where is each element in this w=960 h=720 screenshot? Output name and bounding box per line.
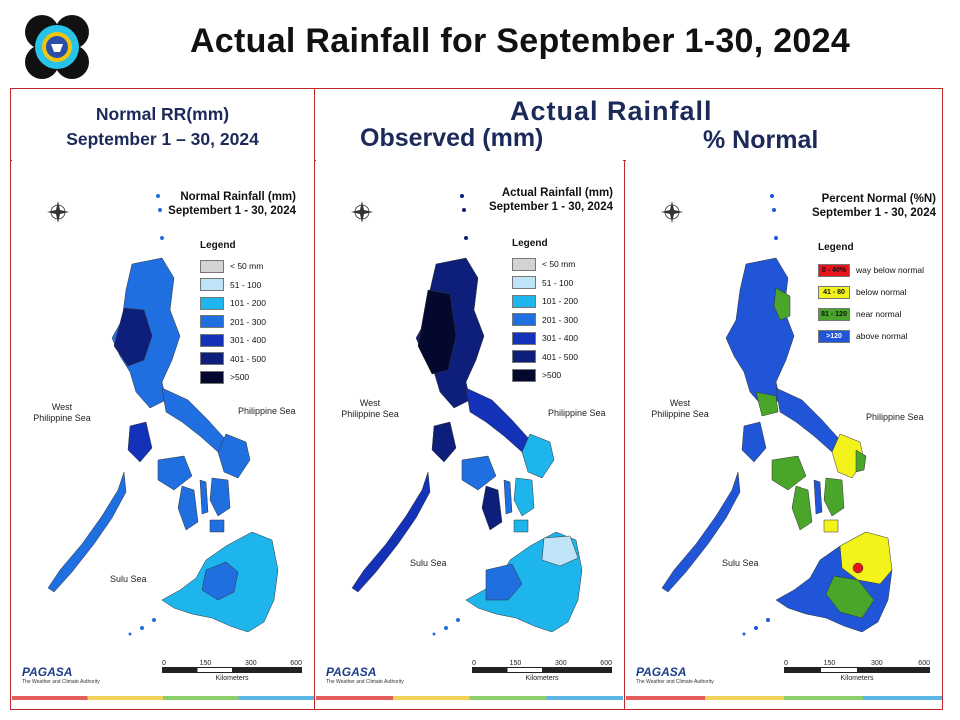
sulu-sea-label: Sulu Sea bbox=[410, 558, 447, 568]
legend-item: >500 bbox=[512, 366, 578, 385]
pagasa-brand-logo: PAGASA The Weather and Climate Authority bbox=[22, 665, 100, 685]
compass-rose-icon bbox=[47, 201, 69, 223]
pagasa-brand-logo: PAGASA The Weather and Climate Authority bbox=[326, 665, 404, 685]
compass-rose-icon bbox=[661, 201, 683, 223]
panel-divider-2 bbox=[624, 160, 625, 710]
bottom-color-stripe bbox=[316, 696, 623, 700]
legend-item: 301 - 400 bbox=[200, 331, 266, 350]
scale-bar: 0 150 300 600 Kilometers bbox=[472, 660, 612, 682]
percent-normal-heading: % Normal bbox=[703, 126, 819, 154]
legend: Legend 0 - 40% way below normal 41 - 80 be… bbox=[818, 242, 938, 347]
west-philippine-sea-label: West Philippine Sea bbox=[33, 402, 91, 423]
normal-rainfall-map-panel: Normal Rainfall (mm) Septembert 1 - 30, … bbox=[12, 160, 314, 706]
sulu-sea-label: Sulu Sea bbox=[110, 574, 147, 584]
actual-rainfall-heading: Actual Rainfall bbox=[510, 96, 713, 126]
map-title: Actual Rainfall (mm) September 1 - 30, 2… bbox=[488, 187, 613, 213]
legend-item: < 50 mm bbox=[200, 257, 266, 276]
actual-rainfall-map bbox=[351, 194, 583, 636]
legend-item: 81 - 120 near normal bbox=[818, 303, 938, 325]
map-title: Normal Rainfall (mm) Septembert 1 - 30, … bbox=[168, 191, 296, 217]
legend-item: 0 - 40% way below normal bbox=[818, 259, 938, 281]
legend-item: 101 - 200 bbox=[200, 294, 266, 313]
philippine-sea-label: Philippine Sea bbox=[866, 412, 924, 422]
legend: Legend < 50 mm 51 - 100 101 - 200 201 - … bbox=[512, 238, 578, 385]
legend-item: 401 - 500 bbox=[200, 350, 266, 369]
normal-rr-label: Normal RR(mm) bbox=[95, 104, 230, 124]
compass-rose-icon bbox=[351, 201, 373, 223]
normal-period-label: September 1 – 30, 2024 bbox=[66, 129, 259, 149]
sulu-sea-label: Sulu Sea bbox=[722, 558, 759, 568]
legend-item: < 50 mm bbox=[512, 255, 578, 274]
legend-item: >500 bbox=[200, 368, 266, 387]
pagasa-brand-logo: PAGASA The Weather and Climate Authority bbox=[636, 665, 714, 685]
bottom-color-stripe bbox=[12, 696, 314, 700]
pagasa-seal-logo bbox=[22, 14, 92, 80]
philippine-sea-label: Philippine Sea bbox=[548, 408, 606, 418]
map-title: Percent Normal (%N) September 1 - 30, 20… bbox=[811, 193, 936, 219]
west-philippine-sea-label: West Philippine Sea bbox=[341, 398, 399, 419]
normal-rainfall-map bbox=[47, 194, 279, 636]
slide-title: Actual Rainfall for September 1-30, 2024 bbox=[189, 22, 851, 60]
legend-item: 101 - 200 bbox=[512, 292, 578, 311]
legend-item: 51 - 100 bbox=[200, 276, 266, 295]
legend: Legend < 50 mm 51 - 100 101 - 200 201 - … bbox=[200, 240, 266, 387]
scale-bar: 0 150 300 600 Kilometers bbox=[784, 660, 930, 682]
west-philippine-sea-label: West Philippine Sea bbox=[651, 398, 709, 419]
bottom-color-stripe bbox=[626, 696, 942, 700]
legend-item: 301 - 400 bbox=[512, 329, 578, 348]
observed-heading: Observed (mm) bbox=[360, 124, 544, 152]
percent-normal-map-panel: Percent Normal (%N) September 1 - 30, 20… bbox=[626, 160, 942, 706]
legend-item: >120 above normal bbox=[818, 325, 938, 347]
legend-item: 41 - 80 below normal bbox=[818, 281, 938, 303]
actual-rainfall-map-panel: Actual Rainfall (mm) September 1 - 30, 2… bbox=[316, 160, 623, 706]
legend-item: 51 - 100 bbox=[512, 274, 578, 293]
percent-normal-map bbox=[661, 194, 893, 636]
scale-bar: 0 150 300 600 Kilometers bbox=[162, 660, 302, 682]
legend-item: 201 - 300 bbox=[200, 313, 266, 332]
panel-divider-1 bbox=[314, 160, 315, 710]
philippine-sea-label: Philippine Sea bbox=[238, 406, 296, 416]
legend-item: 201 - 300 bbox=[512, 311, 578, 330]
legend-item: 401 - 500 bbox=[512, 348, 578, 367]
